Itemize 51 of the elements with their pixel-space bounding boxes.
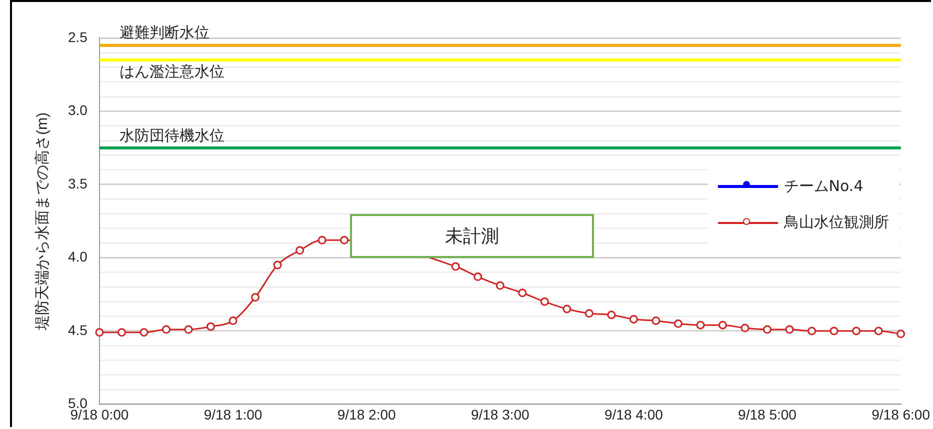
y-axis-title: 堤防天端から水面までの高さ(m) <box>34 112 52 331</box>
legend-label: 鳥山水位観測所 <box>784 213 889 232</box>
point <box>652 316 660 325</box>
point <box>674 319 682 328</box>
point <box>540 297 549 306</box>
x-tick-label: 9/18 3:00 <box>470 406 530 422</box>
point <box>184 325 193 334</box>
point <box>95 328 104 337</box>
point <box>696 320 705 330</box>
y-tick-label: 3.0 <box>68 102 88 118</box>
x-tick-label: 9/18 2:00 <box>337 406 396 422</box>
point <box>852 326 861 336</box>
point <box>607 310 616 320</box>
point <box>874 326 883 336</box>
point <box>228 316 238 325</box>
ref-line-label: 水防団待機水位 <box>119 126 224 144</box>
point <box>496 281 504 290</box>
x-tick-label: 9/18 6:00 <box>872 406 930 422</box>
y-tick-label: 2.5 <box>68 28 88 45</box>
y-tick-label: 4.5 <box>68 322 88 338</box>
y-tick-label: 4.0 <box>68 248 88 265</box>
point <box>830 326 838 336</box>
x-tick-label: 9/18 5:00 <box>738 406 797 422</box>
point <box>763 325 772 334</box>
point <box>117 328 126 337</box>
point <box>451 262 460 271</box>
point <box>518 288 527 298</box>
note-box: 未計測 <box>350 214 594 258</box>
point <box>318 236 326 244</box>
point <box>718 320 727 330</box>
ref-line-label: 避難判断水位 <box>119 24 210 42</box>
point <box>340 236 349 244</box>
point <box>162 325 170 334</box>
point <box>251 293 260 302</box>
ref-line-label: はん濫注意水位 <box>119 62 224 80</box>
point <box>896 330 906 338</box>
x-tick-label: 9/18 4:00 <box>604 406 664 422</box>
point <box>273 260 282 270</box>
point <box>140 328 148 337</box>
point <box>808 326 816 336</box>
y-tick-label: 3.5 <box>68 175 88 192</box>
point <box>562 304 572 314</box>
point <box>785 325 794 334</box>
point <box>474 272 482 282</box>
point <box>206 322 216 331</box>
x-tick-label: 9/18 1:00 <box>204 406 262 422</box>
legend-label: チームNo.4 <box>784 177 864 196</box>
point <box>296 246 304 255</box>
point <box>629 314 638 324</box>
point <box>740 324 750 332</box>
point <box>584 309 594 318</box>
